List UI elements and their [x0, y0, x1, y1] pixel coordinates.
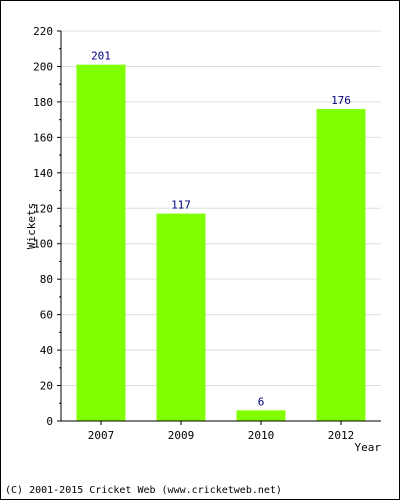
data-label: 201	[91, 50, 111, 63]
bar	[76, 64, 126, 421]
y-tick-label: 60	[40, 309, 53, 322]
y-tick-label: 80	[40, 273, 53, 286]
data-label: 6	[258, 395, 265, 408]
bar	[236, 410, 286, 421]
y-tick-label: 0	[46, 415, 53, 428]
x-tick-label: 2009	[168, 429, 195, 442]
y-axis-title: Wickets	[25, 203, 38, 249]
x-tick-label: 2010	[248, 429, 275, 442]
y-tick-label: 40	[40, 344, 53, 357]
copyright-footer: (C) 2001-2015 Cricket Web (www.cricketwe…	[5, 485, 282, 496]
y-tick-label: 160	[33, 131, 53, 144]
x-tick-label: 2007	[88, 429, 115, 442]
y-tick-label: 200	[33, 60, 53, 73]
data-label: 176	[331, 94, 351, 107]
y-tick-label: 180	[33, 96, 53, 109]
y-tick-label: 140	[33, 167, 53, 180]
y-tick-label: 100	[33, 238, 53, 251]
data-label: 117	[171, 199, 191, 212]
x-axis-title: Year	[355, 441, 382, 454]
x-tick-label: 2012	[328, 429, 355, 442]
bar	[156, 213, 206, 421]
y-tick-label: 120	[33, 202, 53, 215]
bar	[316, 109, 366, 421]
y-tick-label: 20	[40, 380, 53, 393]
y-tick-label: 220	[33, 25, 53, 38]
